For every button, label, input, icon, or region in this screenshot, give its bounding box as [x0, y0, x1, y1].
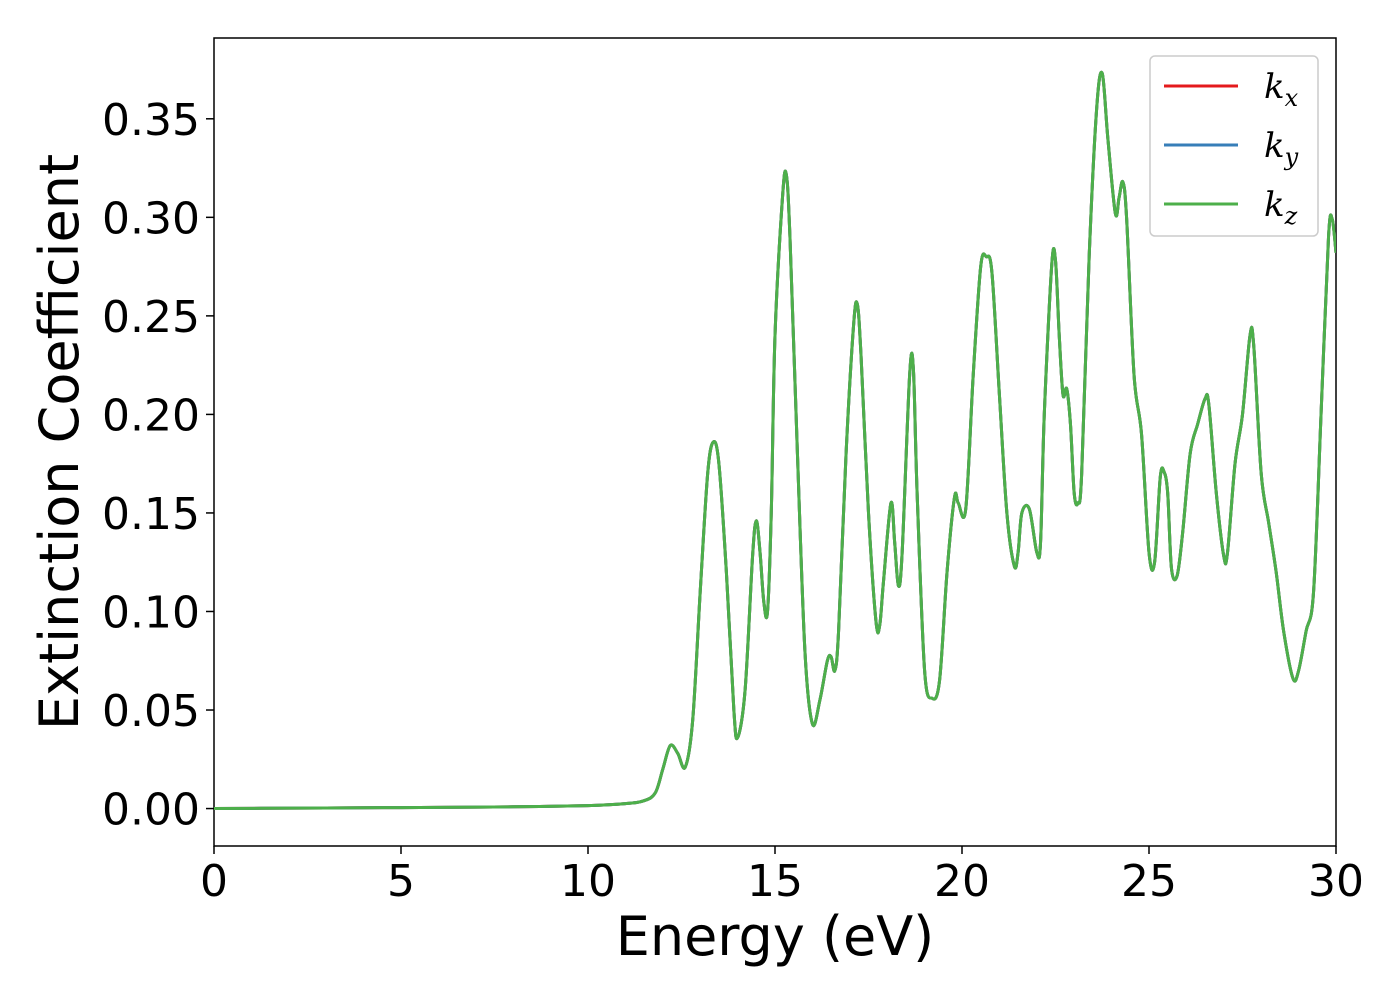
x-axis-label: Energy (eV) — [616, 905, 935, 968]
y-tick-label: 0.20 — [102, 390, 200, 441]
y-tick-label: 0.00 — [102, 785, 200, 836]
x-axis-ticks: 0 5 10 15 20 25 30 — [200, 846, 1364, 907]
plot-area — [213, 37, 1337, 847]
x-tick-label: 0 — [200, 856, 228, 907]
x-tick-label: 5 — [387, 856, 415, 907]
y-tick-label: 0.05 — [102, 686, 200, 737]
legend-label-kx: kx — [1264, 67, 1299, 112]
y-tick-label: 0.35 — [102, 95, 200, 146]
x-tick-label: 10 — [560, 856, 616, 907]
x-tick-label: 25 — [1121, 856, 1177, 907]
x-tick-label: 15 — [747, 856, 803, 907]
y-tick-label: 0.15 — [102, 489, 200, 540]
series-layer — [214, 70, 1336, 811]
y-tick-label: 0.30 — [102, 193, 200, 244]
legend-label-kz: kz — [1264, 185, 1298, 230]
x-tick-label: 20 — [934, 856, 990, 907]
y-axis-label: Extinction Coefficient — [28, 154, 91, 730]
y-tick-label: 0.10 — [102, 587, 200, 638]
y-tick-label: 0.25 — [102, 292, 200, 343]
y-axis-ticks: 0.00 0.05 0.10 0.15 0.20 0.25 0.30 0.35 — [102, 95, 214, 836]
legend: kx ky kz — [1149, 55, 1319, 237]
x-tick-label: 30 — [1308, 856, 1364, 907]
legend-label-ky: ky — [1264, 126, 1299, 171]
series-line-kz — [214, 70, 1336, 811]
